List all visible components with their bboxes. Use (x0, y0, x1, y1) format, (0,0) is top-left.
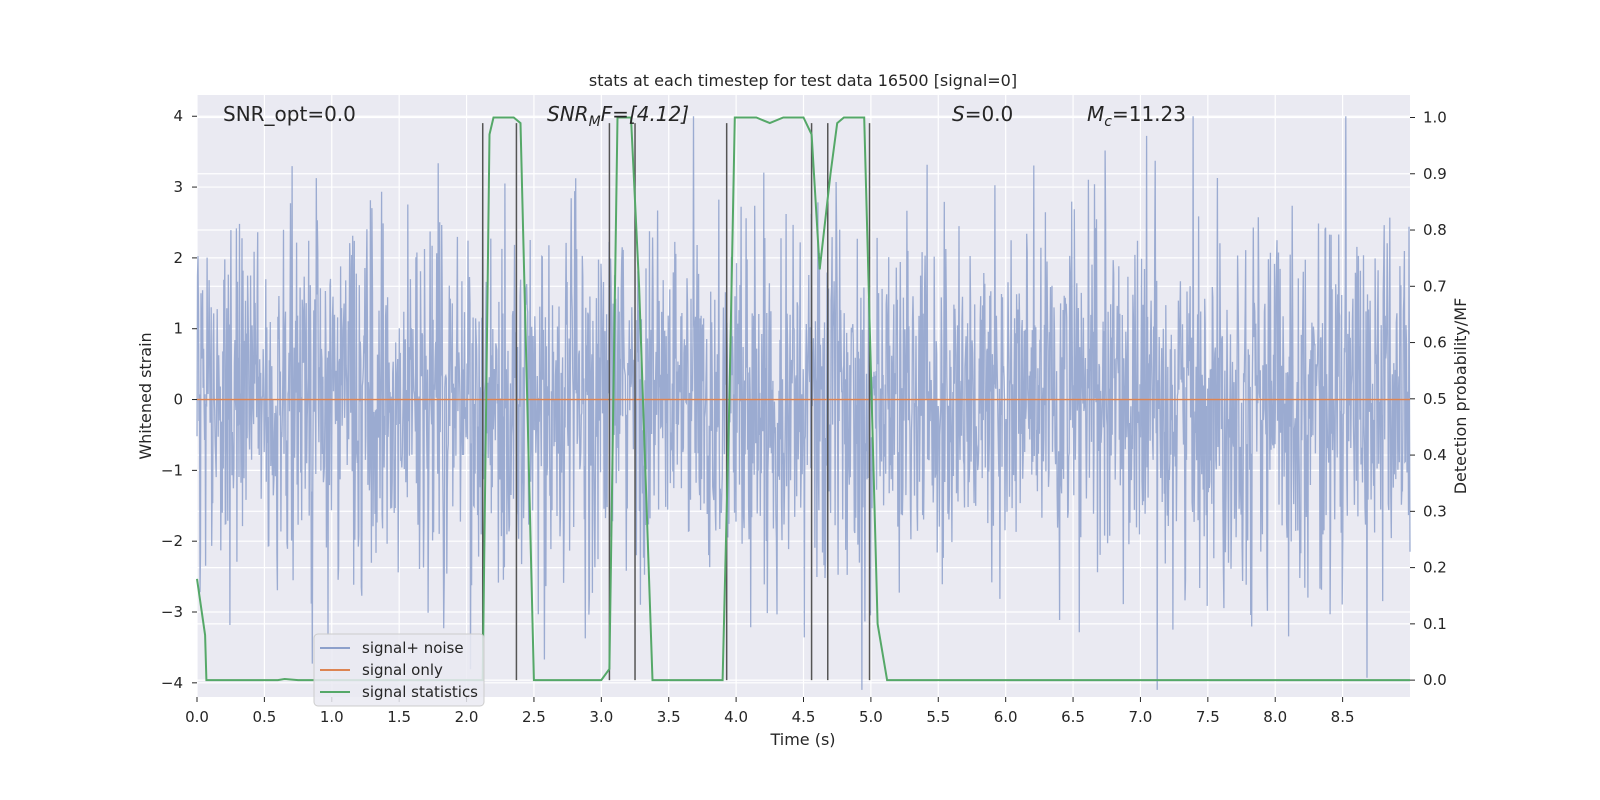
y-right-tick-label: 0.2 (1423, 559, 1447, 577)
x-tick-label: 6.0 (994, 708, 1018, 726)
legend-box (313, 633, 485, 707)
y-right-tick-label: 0.8 (1423, 221, 1447, 239)
annotation-s: S=0.0 (952, 102, 1013, 126)
x-tick-label: 0.5 (252, 708, 276, 726)
y-left-tick-label: 1 (173, 320, 183, 338)
y-axis-right-ticks: 1.0 0.9 0.8 0.7 0.6 0.5 0.4 0.3 0.2 0.1 0.0 (1410, 109, 1447, 689)
x-tick-label: 4.5 (792, 708, 816, 726)
x-tick-label: 2.0 (455, 708, 479, 726)
signal-plus-noise-series (196, 116, 1411, 690)
x-tick-label: 8.5 (1331, 708, 1355, 726)
annotation-mc: Mc=11.23 (1087, 102, 1186, 130)
x-tick-label: 7.5 (1196, 708, 1220, 726)
signal-statistics-series (196, 116, 1410, 682)
y-left-tick-label: −1 (161, 461, 183, 479)
chart-title: stats at each timestep for test data 165… (589, 71, 1017, 90)
y-left-tick-label: 3 (173, 178, 183, 196)
x-axis-ticks: 0.0 0.5 1.0 1.5 2.0 2.5 3.0 3.5 4.0 4.5 5.0 5.5 6.0 6… (185, 697, 1355, 726)
x-tick-label: 5.0 (859, 708, 883, 726)
y-right-tick-label: 0.6 (1423, 334, 1447, 352)
y-right-tick-label: 0.7 (1423, 277, 1447, 295)
x-tick-label: 0.0 (185, 708, 209, 726)
y-left-tick-label: 2 (173, 249, 183, 267)
x-tick-label: 1.0 (320, 708, 344, 726)
y-right-tick-label: 0.1 (1423, 615, 1447, 633)
x-tick-label: 8.0 (1263, 708, 1287, 726)
x-tick-label: 1.5 (387, 708, 411, 726)
y-axis-right-label: Detection probability/MF (1451, 298, 1470, 495)
y-axis-left-ticks: 4 3 2 1 0 −1 −2 −3 −4 (161, 107, 197, 692)
x-tick-label: 4.0 (724, 708, 748, 726)
legend-label-signal-statistics: signal statistics (362, 683, 478, 701)
annotation-snr-mf: SNRMF=[4.12] (547, 102, 689, 130)
legend-label-signal-noise: signal+ noise (362, 639, 464, 657)
y-left-tick-label: −3 (161, 603, 183, 621)
y-left-tick-label: 4 (173, 107, 183, 125)
x-tick-label: 7.0 (1129, 708, 1153, 726)
x-tick-label: 3.0 (589, 708, 613, 726)
y-right-tick-label: 0.4 (1423, 446, 1447, 464)
signal-statistics-line (196, 116, 1410, 682)
x-tick-label: 3.5 (657, 708, 681, 726)
y-right-tick-label: 0.5 (1423, 390, 1447, 408)
y-left-tick-label: −4 (161, 674, 183, 692)
x-axis-label: Time (s) (769, 730, 835, 749)
vertical-markers (481, 123, 871, 681)
y-left-tick-label: −2 (161, 532, 183, 550)
y-right-tick-label: 0.0 (1423, 671, 1447, 689)
y-axis-left-label: Whitened strain (136, 332, 155, 459)
y-right-tick-label: 0.3 (1423, 502, 1447, 520)
legend-label-signal-only: signal only (362, 661, 443, 679)
x-tick-label: 6.5 (1061, 708, 1085, 726)
annotation-snr-opt: SNR_opt=0.0 (223, 102, 356, 126)
y-right-tick-label: 0.9 (1423, 165, 1447, 183)
signal-plus-noise-line (196, 116, 1411, 690)
y-right-tick-label: 1.0 (1423, 109, 1447, 127)
y-left-tick-label: 0 (173, 391, 183, 409)
x-tick-label: 5.5 (926, 708, 950, 726)
x-tick-label: 2.5 (522, 708, 546, 726)
legend: signal+ noise signal only signal statist… (313, 633, 485, 707)
